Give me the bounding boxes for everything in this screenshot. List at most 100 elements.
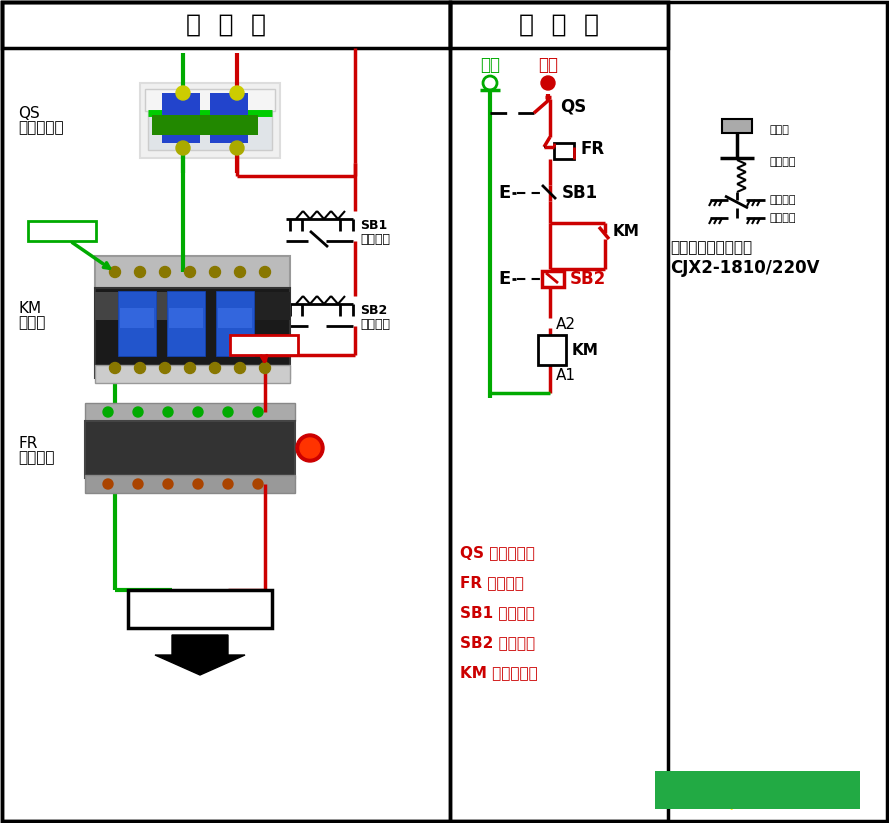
Circle shape: [223, 479, 233, 489]
Bar: [85, 421, 295, 478]
Circle shape: [134, 362, 146, 374]
Bar: [450, 2, 668, 821]
Circle shape: [103, 407, 113, 417]
Bar: [538, 335, 566, 365]
Circle shape: [133, 407, 143, 417]
Circle shape: [260, 267, 270, 277]
Bar: [2, 2, 450, 821]
Text: 线圈A1: 线圈A1: [45, 225, 79, 238]
Text: A1: A1: [556, 368, 576, 383]
Text: 注：交流接触器选用: 注：交流接触器选用: [670, 240, 752, 255]
Circle shape: [223, 407, 233, 417]
Bar: [85, 475, 295, 493]
Text: FR: FR: [580, 140, 605, 158]
Text: QS: QS: [18, 105, 40, 120]
Text: KM: KM: [572, 342, 599, 357]
Bar: [95, 288, 290, 378]
Circle shape: [230, 141, 244, 155]
Circle shape: [185, 267, 196, 277]
Circle shape: [253, 407, 263, 417]
Circle shape: [230, 86, 244, 100]
Bar: [145, 89, 275, 111]
Text: 启动按鈕: 启动按鈕: [360, 318, 390, 331]
Bar: [162, 93, 200, 143]
Bar: [95, 256, 290, 288]
Text: jiexiantu: jiexiantu: [730, 797, 784, 810]
Bar: [28, 221, 96, 241]
Circle shape: [163, 479, 173, 489]
Bar: [128, 590, 272, 628]
Text: 热继电器: 热继电器: [18, 450, 54, 466]
Text: 停止按鈕: 停止按鈕: [360, 233, 390, 245]
Circle shape: [260, 362, 270, 374]
Bar: [140, 83, 280, 158]
Text: SB2: SB2: [360, 304, 388, 317]
Circle shape: [300, 438, 320, 458]
Bar: [95, 292, 195, 320]
Circle shape: [133, 479, 143, 489]
Text: FR: FR: [18, 435, 37, 450]
Text: HUILIN: HUILIN: [183, 120, 217, 130]
Text: 接触器: 接触器: [18, 315, 45, 331]
Bar: [554, 143, 574, 159]
Text: 常开触头: 常开触头: [770, 213, 797, 223]
Circle shape: [103, 479, 113, 489]
Text: 空气断路器: 空气断路器: [18, 120, 64, 136]
Bar: [218, 308, 252, 328]
Circle shape: [159, 267, 171, 277]
Text: KM 交流接触器: KM 交流接触器: [460, 666, 538, 681]
Bar: [655, 771, 860, 809]
Bar: [85, 403, 295, 421]
Circle shape: [185, 362, 196, 374]
Circle shape: [193, 407, 203, 417]
Text: KM: KM: [18, 300, 41, 315]
Text: CJX2
18 10: CJX2 18 10: [132, 295, 159, 317]
Circle shape: [109, 362, 121, 374]
Bar: [152, 115, 258, 135]
Bar: [120, 308, 154, 328]
Text: 百度知道 chinbamboo: 百度知道 chinbamboo: [701, 783, 813, 796]
Text: CJX2-1810/220V: CJX2-1810/220V: [670, 259, 820, 277]
Text: 常闭触头: 常闭触头: [770, 195, 797, 205]
Circle shape: [193, 479, 203, 489]
Circle shape: [210, 362, 220, 374]
Circle shape: [235, 267, 245, 277]
Text: 接220电机: 接220电机: [168, 600, 232, 618]
Text: KM: KM: [613, 224, 640, 239]
Bar: [216, 291, 254, 356]
Text: 复位弹簧: 复位弹簧: [770, 157, 797, 167]
Text: IC: IC: [265, 301, 276, 311]
Circle shape: [176, 141, 190, 155]
Circle shape: [134, 267, 146, 277]
Bar: [230, 335, 298, 355]
Text: SB1: SB1: [562, 184, 598, 202]
Bar: [542, 271, 564, 287]
Circle shape: [159, 362, 171, 374]
Bar: [210, 93, 248, 143]
Text: 按鈕帽: 按鈕帽: [770, 125, 789, 135]
Bar: [248, 292, 290, 320]
Circle shape: [163, 407, 173, 417]
Text: 火线: 火线: [538, 56, 558, 74]
Circle shape: [541, 76, 555, 90]
Bar: [167, 291, 205, 356]
Bar: [450, 2, 668, 48]
Text: 实  物  图: 实 物 图: [186, 13, 266, 37]
Bar: [722, 119, 752, 133]
Text: SB2 启动按鈕: SB2 启动按鈕: [460, 635, 535, 650]
Text: SB1 停止按鈕: SB1 停止按鈕: [460, 606, 535, 621]
Bar: [148, 91, 272, 150]
Text: QS 空气断路器: QS 空气断路器: [460, 546, 535, 560]
Polygon shape: [155, 635, 245, 675]
Circle shape: [296, 434, 324, 462]
Text: A2: A2: [556, 317, 576, 332]
Bar: [2, 2, 450, 48]
Circle shape: [253, 479, 263, 489]
Circle shape: [176, 86, 190, 100]
Text: QS: QS: [560, 97, 586, 115]
Bar: [169, 308, 203, 328]
Text: 零线: 零线: [480, 56, 500, 74]
Circle shape: [109, 267, 121, 277]
Text: 原  理  图: 原 理 图: [519, 13, 599, 37]
Circle shape: [235, 362, 245, 374]
